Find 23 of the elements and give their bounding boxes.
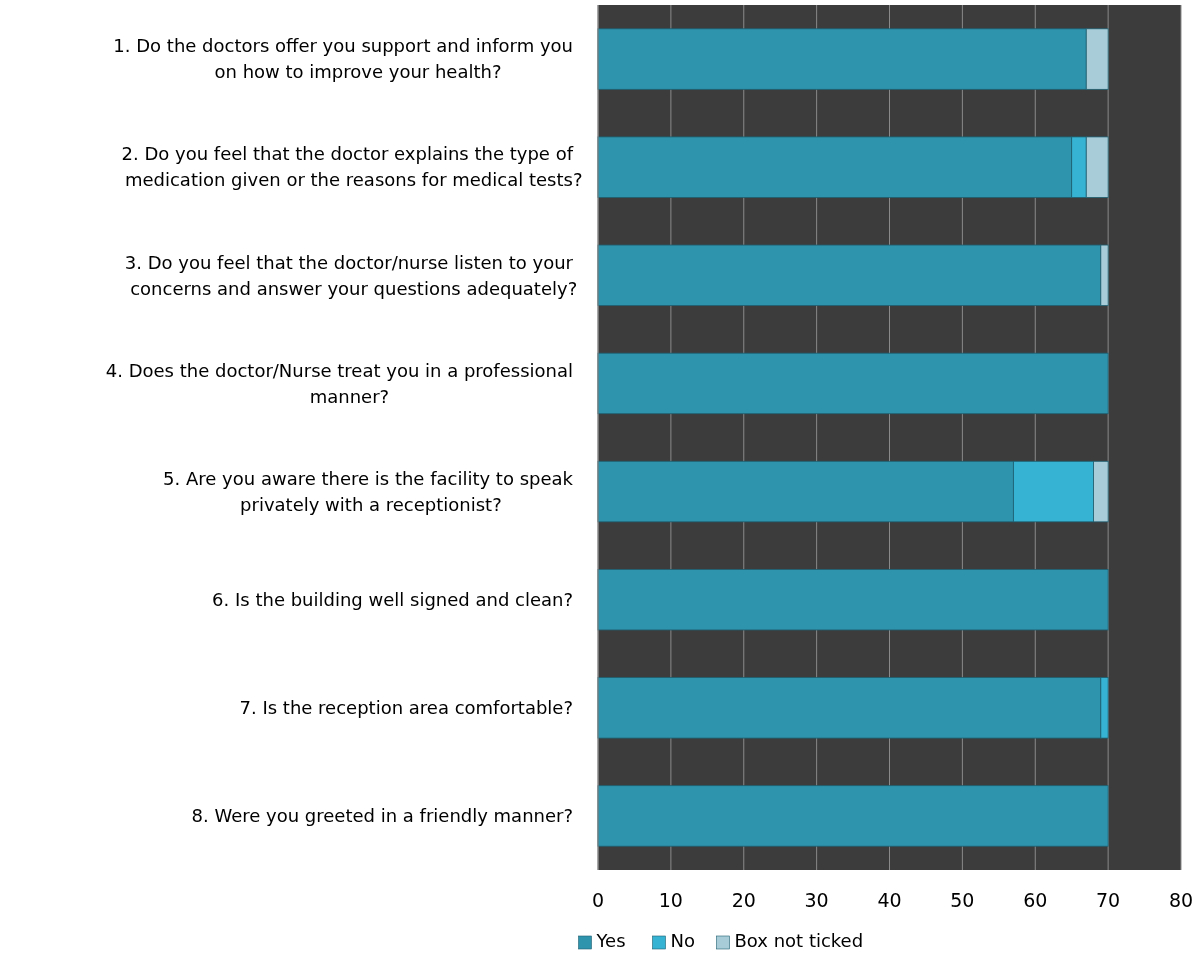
y-tick-label: 7. Is the reception area comfortable?: [239, 697, 573, 719]
y-tick-label: 8. Were you greeted in a friendly manner?: [191, 805, 573, 827]
legend-label: Yes: [595, 930, 626, 951]
x-tick-label: 20: [731, 889, 756, 911]
y-tick-label: 6. Is the building well signed and clean?: [212, 588, 573, 610]
x-tick-label: 70: [1096, 889, 1121, 911]
y-tick-label: 4. Does the doctor/Nurse treat you in a professional manner?: [105, 359, 573, 407]
y-tick-label: 5. Are you aware there is the facility to speak privately with a receptionist?: [163, 467, 574, 515]
y-tick-label: 1. Do the doctors offer you support and inform you on how to improve your health?: [113, 35, 573, 83]
x-tick-label: 10: [658, 889, 683, 911]
x-tick-label: 80: [1168, 889, 1194, 911]
x-tick-label: 0: [591, 889, 605, 911]
legend-label: Box not ticked: [734, 930, 864, 951]
bar: [597, 785, 1109, 847]
bar: [597, 569, 1109, 631]
x-tick-label: 60: [1023, 889, 1048, 911]
y-tick-label: 3. Do you feel that the doctor/nurse listen to your concerns and answer your questions adequately?: [124, 251, 578, 299]
y-tick-label: 2. Do you feel that the doctor explains the type of medication given or the reasons for medical tests?: [121, 143, 583, 191]
bar: [597, 352, 1109, 415]
x-tick-label: 40: [877, 889, 902, 911]
legend-label: No: [670, 930, 695, 951]
x-tick-label: 50: [950, 889, 975, 911]
x-tick-label: 30: [804, 889, 829, 911]
